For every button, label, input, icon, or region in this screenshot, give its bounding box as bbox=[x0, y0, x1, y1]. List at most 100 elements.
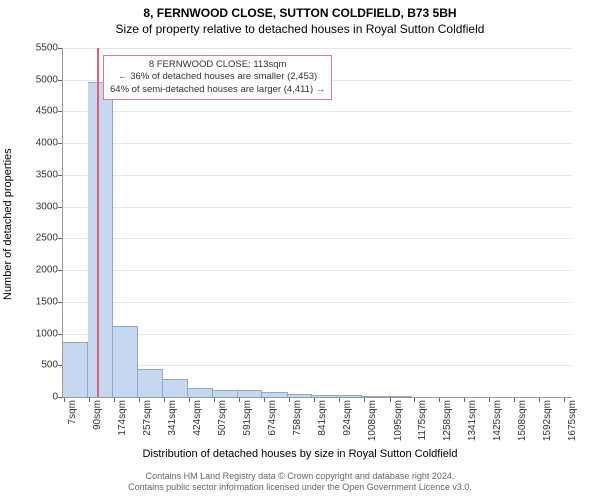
xtick-label: 341sqm bbox=[167, 400, 178, 436]
xtick-label: 1341sqm bbox=[467, 400, 478, 441]
xtick-label: 174sqm bbox=[117, 400, 128, 436]
xtick-label: 1592sqm bbox=[542, 400, 553, 441]
xtick-label: 1258sqm bbox=[442, 400, 453, 441]
xtick-mark bbox=[264, 398, 265, 402]
histogram-bar bbox=[113, 326, 138, 397]
ytick-mark bbox=[58, 175, 62, 176]
xtick-mark bbox=[214, 398, 215, 402]
histogram-bar bbox=[238, 390, 263, 397]
xtick-mark bbox=[464, 398, 465, 402]
ytick-mark bbox=[58, 143, 62, 144]
ytick-mark bbox=[58, 238, 62, 239]
ytick-mark bbox=[58, 302, 62, 303]
histogram-bar bbox=[88, 82, 113, 397]
xtick-label: 674sqm bbox=[267, 400, 278, 436]
xtick-label: 507sqm bbox=[217, 400, 228, 436]
xtick-label: 1095sqm bbox=[393, 400, 404, 441]
xtick-label: 1675sqm bbox=[567, 400, 578, 441]
gridline bbox=[63, 365, 572, 366]
xtick-mark bbox=[364, 398, 365, 402]
xtick-label: 591sqm bbox=[242, 400, 253, 436]
x-axis-label: Distribution of detached houses by size … bbox=[0, 448, 600, 460]
xtick-mark bbox=[89, 398, 90, 402]
gridline bbox=[63, 207, 572, 208]
ytick-label: 2500 bbox=[8, 233, 58, 244]
annotation-line1: 8 FERNWOOD CLOSE: 113sqm bbox=[110, 59, 325, 71]
xtick-mark bbox=[489, 398, 490, 402]
histogram-bar bbox=[312, 395, 337, 397]
gridline bbox=[63, 175, 572, 176]
histogram-bar bbox=[288, 394, 313, 397]
gridline bbox=[63, 48, 572, 49]
ytick-mark bbox=[58, 207, 62, 208]
ytick-mark bbox=[58, 334, 62, 335]
annotation-box: 8 FERNWOOD CLOSE: 113sqm ← 36% of detach… bbox=[103, 55, 332, 100]
histogram-bar bbox=[138, 369, 163, 397]
xtick-mark bbox=[139, 398, 140, 402]
annotation-line3: 64% of semi-detached houses are larger (… bbox=[110, 84, 325, 96]
xtick-label: 424sqm bbox=[192, 400, 203, 436]
ytick-label: 5000 bbox=[8, 74, 58, 85]
ytick-mark bbox=[58, 270, 62, 271]
xtick-mark bbox=[289, 398, 290, 402]
xtick-label: 1175sqm bbox=[417, 400, 428, 440]
xtick-label: 1508sqm bbox=[517, 400, 528, 441]
histogram-bar bbox=[163, 379, 188, 397]
highlight-marker bbox=[97, 48, 99, 397]
xtick-mark bbox=[314, 398, 315, 402]
ytick-label: 3500 bbox=[8, 169, 58, 180]
histogram-bar bbox=[188, 388, 213, 397]
chart-title: 8, FERNWOOD CLOSE, SUTTON COLDFIELD, B73… bbox=[0, 6, 600, 20]
xtick-label: 924sqm bbox=[342, 400, 353, 436]
histogram-bar bbox=[362, 396, 387, 397]
ytick-mark bbox=[58, 48, 62, 49]
xtick-label: 90sqm bbox=[92, 400, 103, 430]
chart-plot-area bbox=[62, 48, 572, 398]
xtick-mark bbox=[114, 398, 115, 402]
xtick-mark bbox=[64, 398, 65, 402]
histogram-bar bbox=[213, 390, 238, 397]
xtick-mark bbox=[564, 398, 565, 402]
xtick-label: 758sqm bbox=[292, 400, 303, 436]
xtick-mark bbox=[239, 398, 240, 402]
xtick-label: 7sqm bbox=[67, 400, 78, 424]
xtick-label: 1008sqm bbox=[367, 400, 378, 441]
xtick-label: 257sqm bbox=[142, 400, 153, 436]
xtick-mark bbox=[189, 398, 190, 402]
ytick-label: 1500 bbox=[8, 296, 58, 307]
histogram-bar bbox=[63, 342, 88, 397]
gridline bbox=[63, 111, 572, 112]
gridline bbox=[63, 302, 572, 303]
footer-line1: Contains HM Land Registry data © Crown c… bbox=[0, 471, 600, 483]
histogram-bar bbox=[387, 396, 412, 397]
xtick-mark bbox=[514, 398, 515, 402]
xtick-label: 1425sqm bbox=[492, 400, 503, 441]
xtick-mark bbox=[390, 398, 391, 402]
ytick-mark bbox=[58, 80, 62, 81]
ytick-label: 500 bbox=[8, 360, 58, 371]
footer: Contains HM Land Registry data © Crown c… bbox=[0, 471, 600, 494]
xtick-mark bbox=[539, 398, 540, 402]
ytick-mark bbox=[58, 111, 62, 112]
annotation-line2: ← 36% of detached houses are smaller (2,… bbox=[110, 71, 325, 83]
gridline bbox=[63, 334, 572, 335]
ytick-label: 4500 bbox=[8, 106, 58, 117]
ytick-label: 2000 bbox=[8, 265, 58, 276]
xtick-mark bbox=[414, 398, 415, 402]
ytick-label: 1000 bbox=[8, 328, 58, 339]
histogram-bar bbox=[337, 395, 362, 397]
gridline bbox=[63, 143, 572, 144]
ytick-label: 0 bbox=[8, 392, 58, 403]
xtick-mark bbox=[164, 398, 165, 402]
ytick-label: 5500 bbox=[8, 43, 58, 54]
ytick-label: 4000 bbox=[8, 138, 58, 149]
footer-line2: Contains public sector information licen… bbox=[0, 482, 600, 494]
ytick-mark bbox=[58, 365, 62, 366]
ytick-label: 3000 bbox=[8, 201, 58, 212]
xtick-mark bbox=[339, 398, 340, 402]
gridline bbox=[63, 270, 572, 271]
title-block: 8, FERNWOOD CLOSE, SUTTON COLDFIELD, B73… bbox=[0, 0, 600, 36]
ytick-mark bbox=[58, 397, 62, 398]
histogram-bar bbox=[262, 392, 287, 397]
xtick-label: 841sqm bbox=[317, 400, 328, 436]
